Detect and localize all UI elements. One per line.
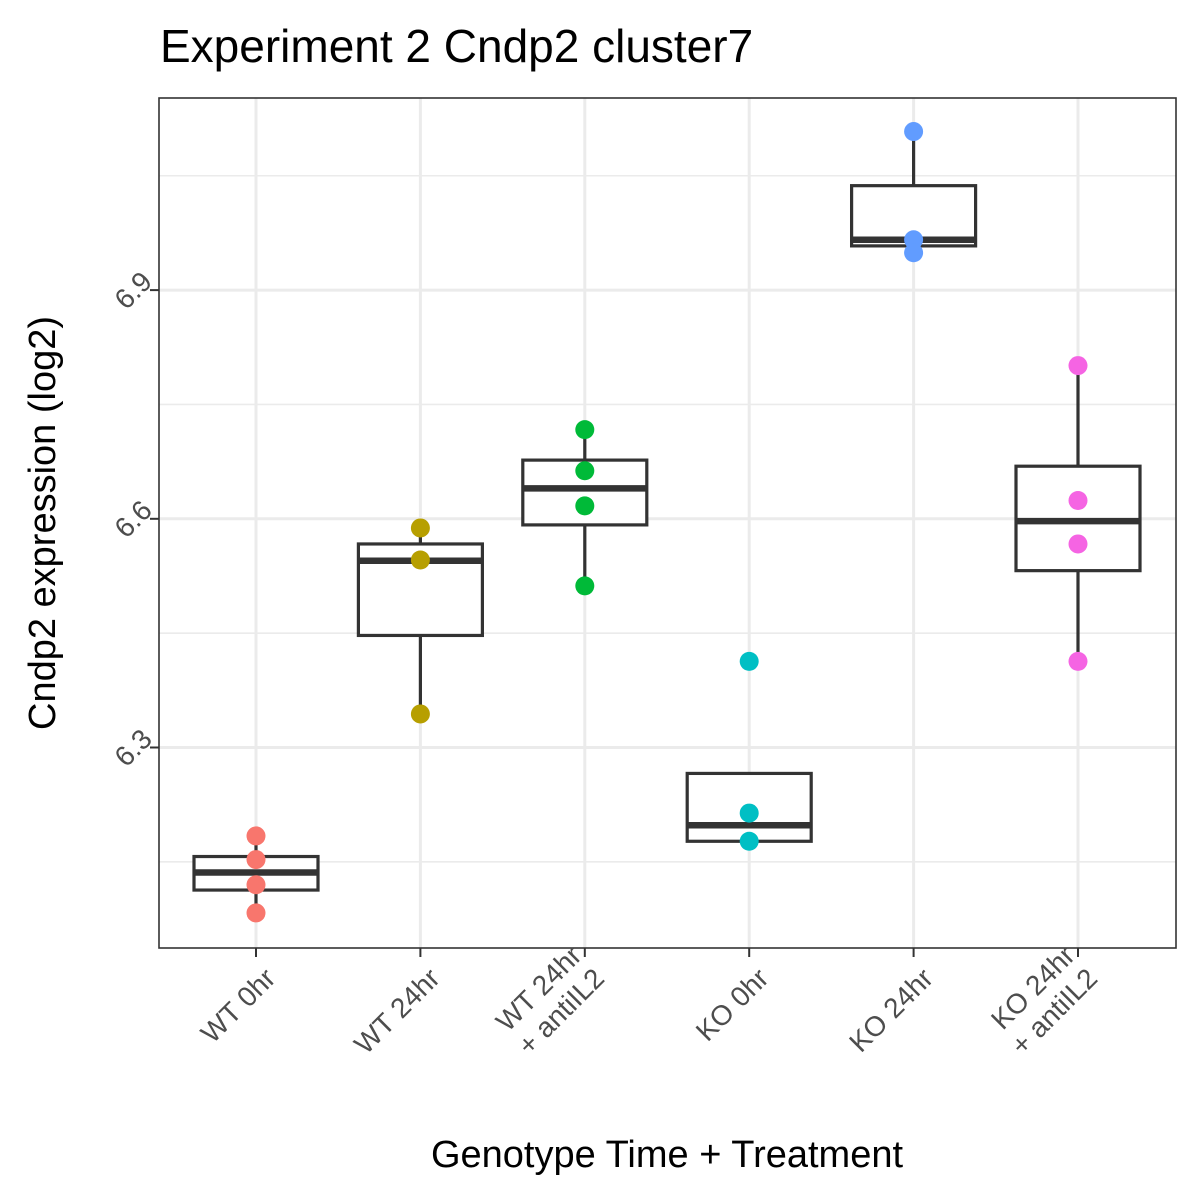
data-point (1068, 534, 1088, 554)
data-point (739, 803, 759, 823)
data-point (246, 826, 266, 846)
data-point (410, 518, 430, 538)
data-point (575, 496, 595, 516)
data-point (1068, 491, 1088, 511)
grid-lines (159, 98, 1176, 948)
data-point (246, 875, 266, 895)
box-4 (685, 771, 813, 843)
data-point (410, 704, 430, 724)
x-axis-title: Genotype Time + Treatment (431, 1134, 904, 1176)
chart-title: Experiment 2 Cndp2 cluster7 (160, 20, 753, 72)
data-point (904, 243, 924, 263)
data-point (410, 550, 430, 570)
plot-panel-background (159, 98, 1176, 948)
points-layer (246, 122, 1088, 923)
data-point (1068, 651, 1088, 671)
data-point (575, 461, 595, 481)
data-point (1068, 356, 1088, 376)
y-axis-title: Cndp2 expression (log2) (22, 316, 64, 730)
data-point (575, 576, 595, 596)
data-point (739, 651, 759, 671)
data-point (246, 850, 266, 870)
plot-panel-border (158, 97, 1177, 949)
data-point (904, 122, 924, 142)
data-point (739, 831, 759, 851)
data-point (575, 420, 595, 440)
data-point (246, 903, 266, 923)
